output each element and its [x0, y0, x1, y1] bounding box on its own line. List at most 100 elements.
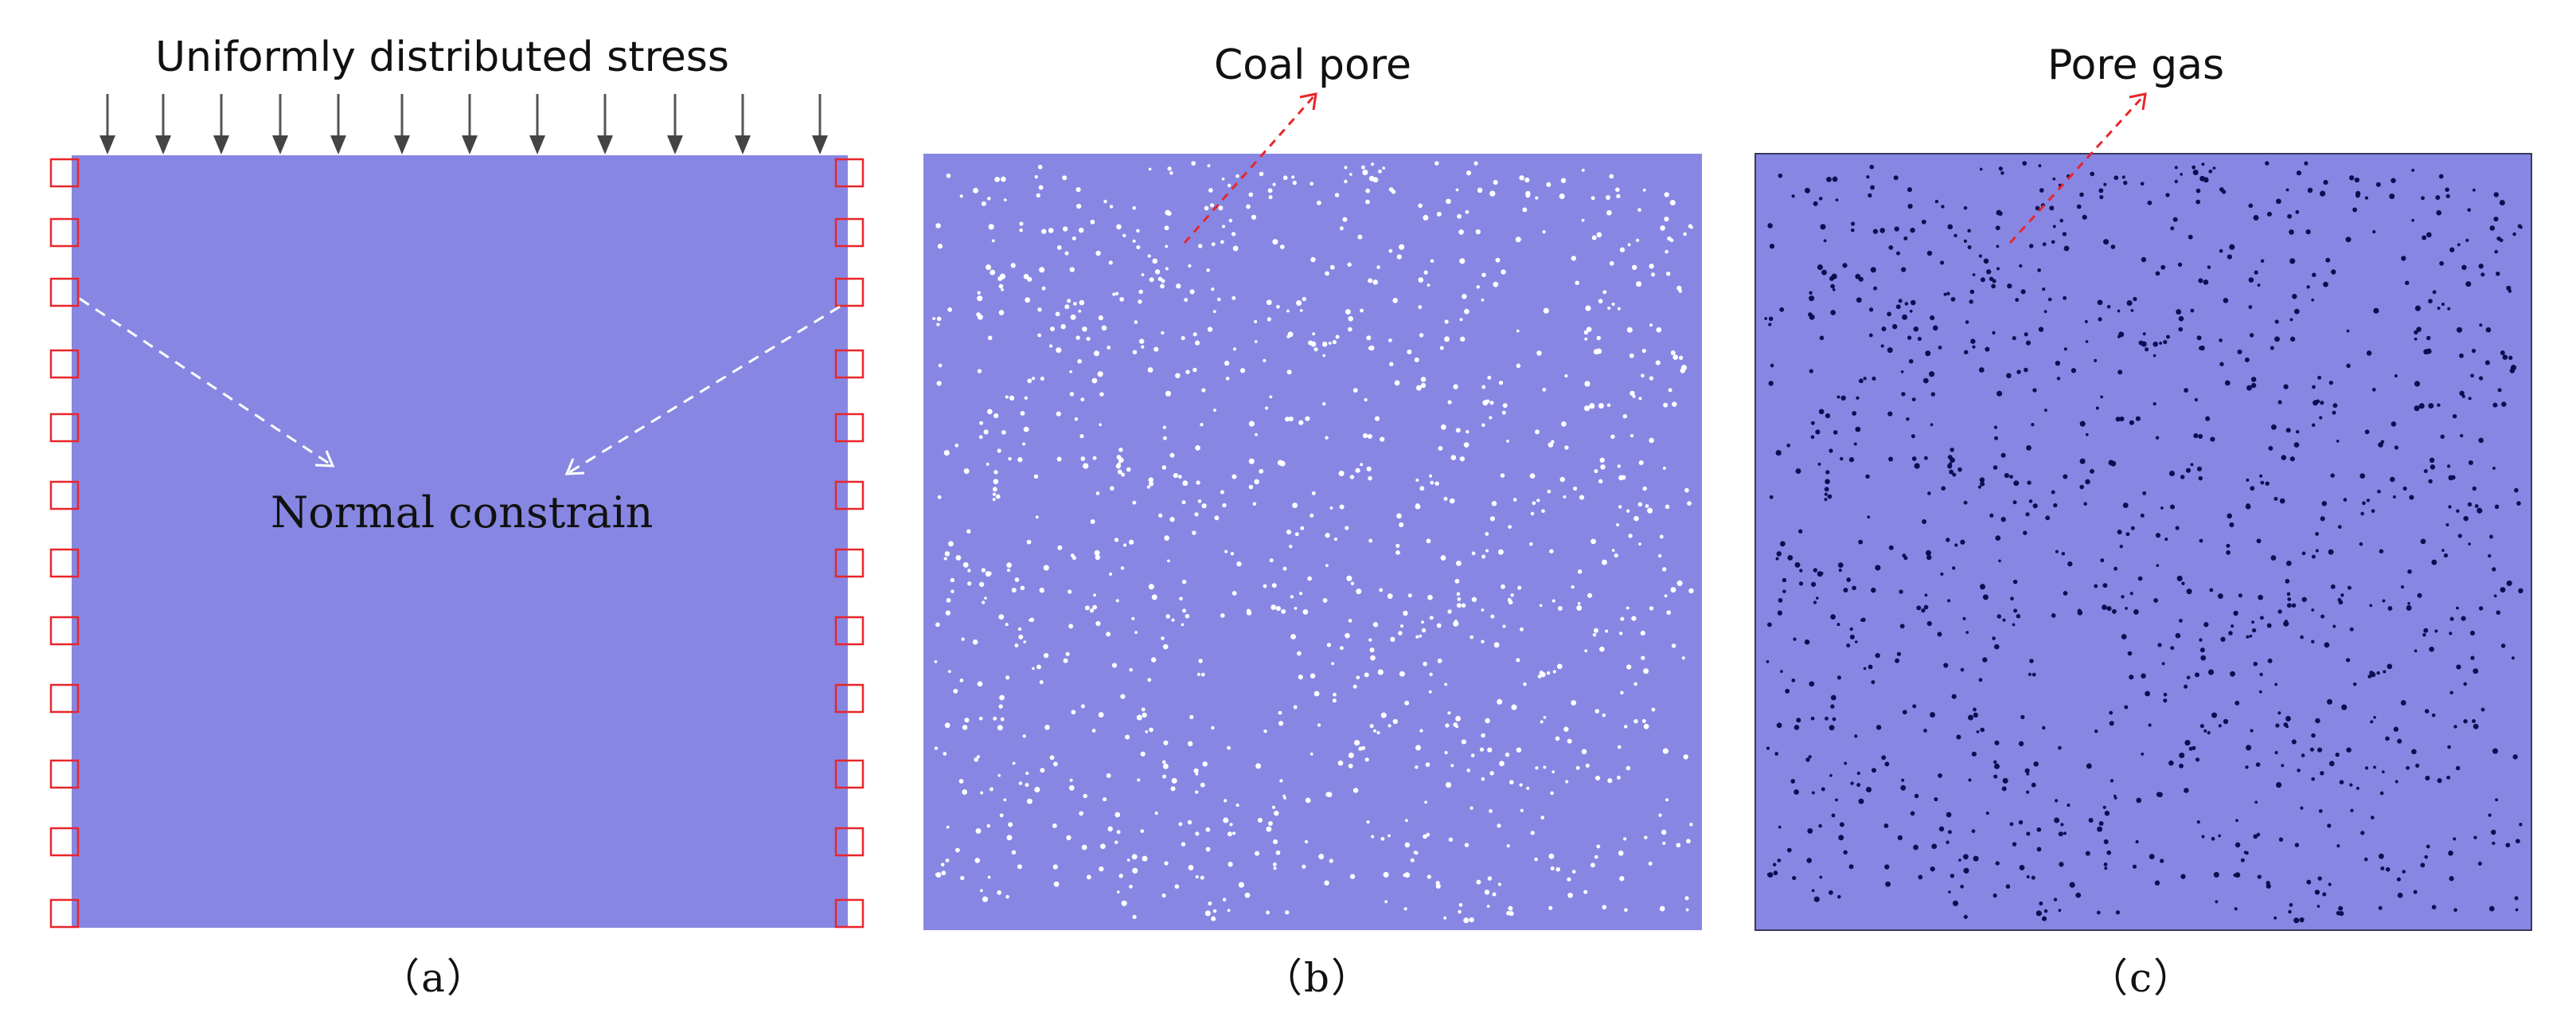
coal-pore [997, 725, 1003, 731]
coal-pore [1238, 882, 1244, 888]
coal-pore [1148, 584, 1154, 590]
coal-pore [1676, 580, 1683, 586]
pore-gas-dot [2088, 817, 2094, 823]
pore-gas-dot [2478, 437, 2484, 444]
coal-pore [1195, 340, 1200, 346]
coal-pore [1366, 466, 1372, 471]
pore-gas-dot [2378, 442, 2383, 448]
pore-gas-dot [2493, 192, 2499, 198]
coal-pore [1419, 486, 1425, 491]
coal-pore [1352, 684, 1357, 689]
coal-pore [1606, 209, 1612, 216]
coal-pore [1041, 286, 1046, 291]
coal-pore [1669, 199, 1676, 206]
pore-gas-dot [1793, 637, 1797, 641]
coal-pore [1516, 658, 1520, 663]
pore-gas-dot [2320, 401, 2324, 405]
pore-gas-dot [2441, 302, 2445, 307]
coal-pore [1388, 248, 1393, 253]
coal-pore [1028, 618, 1032, 622]
coal-pore [1564, 374, 1568, 377]
coal-pore [1575, 765, 1580, 770]
pore-gas-dot [2370, 720, 2374, 724]
coal-pore [979, 581, 985, 587]
pore-gas-dot [1806, 858, 1812, 863]
coal-pore [1224, 550, 1228, 553]
pore-gas-dot [1777, 859, 1782, 862]
coal-pore [1267, 317, 1272, 322]
coal-pore [1328, 341, 1332, 345]
pore-gas-dot [1819, 335, 1825, 341]
coal-pore [988, 224, 994, 230]
pore-gas-dot [2364, 196, 2368, 200]
normal-constraint-box [49, 217, 80, 248]
coal-pore [1322, 597, 1328, 603]
pore-gas-dot [2141, 673, 2146, 679]
pore-gas-dot [1930, 866, 1935, 872]
coal-pore [1075, 335, 1080, 340]
coal-pore [998, 310, 1005, 315]
coal-pore [1001, 430, 1006, 435]
pore-gas-dot [2270, 346, 2274, 350]
pore-gas-dot [2082, 214, 2087, 220]
pore-gas-dot [1840, 456, 1844, 461]
pore-gas-dot [2094, 584, 2098, 589]
coal-pore [1146, 485, 1150, 489]
coal-pore [1395, 543, 1400, 548]
pore-gas-dot [2467, 502, 2473, 507]
pore-gas-dot [2032, 503, 2038, 509]
coal-pore [1339, 504, 1345, 510]
coal-pore [1093, 350, 1100, 357]
pore-gas-dot [2285, 578, 2290, 584]
pore-gas-dot [2113, 566, 2118, 571]
pore-gas-dot [2420, 538, 2426, 545]
pore-gas-dot [2407, 601, 2410, 605]
coal-pore [1456, 603, 1462, 608]
coal-pore [1063, 226, 1068, 232]
pore-gas-dot [1962, 616, 1966, 620]
pore-gas-dot [2229, 244, 2235, 250]
stress-arrow-head [213, 135, 229, 154]
pore-gas-dot [2311, 608, 2315, 612]
pore-gas-dot [2200, 655, 2207, 661]
coal-pore [1676, 285, 1682, 291]
pore-gas-dot [1868, 193, 1872, 198]
pore-gas-dot [2406, 604, 2412, 611]
coal-pore [1066, 835, 1071, 841]
pore-gas-dot [2289, 318, 2293, 322]
coal-pore [1309, 513, 1314, 518]
coal-pore [962, 725, 968, 730]
coal-pore [1200, 672, 1205, 677]
coal-pore [1602, 290, 1607, 295]
coal-pore [1346, 575, 1352, 581]
coal-pore [1620, 690, 1624, 695]
pore-gas-dot [1916, 605, 1922, 611]
pore-gas-dot [1769, 495, 1774, 499]
pore-gas-dot [2366, 350, 2372, 356]
pore-gas-dot [2293, 442, 2300, 448]
coal-pore [1369, 647, 1375, 653]
pore-gas-dot [1973, 707, 1977, 712]
pore-gas-dot [2492, 748, 2499, 754]
pore-gas-dot [2097, 826, 2103, 832]
pore-gas-dot [2077, 610, 2083, 616]
pore-gas-dot [2209, 588, 2214, 593]
coal-pore [1106, 632, 1111, 637]
pore-gas-dot [1947, 463, 1953, 469]
coal-pore [1185, 613, 1190, 619]
pore-gas-dot [2025, 340, 2032, 346]
coal-pore [1305, 797, 1311, 804]
pore-gas-dot [2042, 287, 2046, 291]
pore-gas-dot [2052, 225, 2056, 229]
pore-gas-dot [2379, 791, 2384, 796]
coal-pore [1530, 831, 1535, 835]
coal-pore [1617, 464, 1621, 468]
coal-pore [1506, 440, 1509, 443]
coal-pore [943, 450, 950, 456]
coal-pore [1684, 487, 1689, 493]
pore-gas-dot [2016, 370, 2021, 374]
coal-pore [1672, 401, 1677, 407]
coal-pore [1132, 500, 1137, 505]
coal-pore [1434, 161, 1439, 166]
